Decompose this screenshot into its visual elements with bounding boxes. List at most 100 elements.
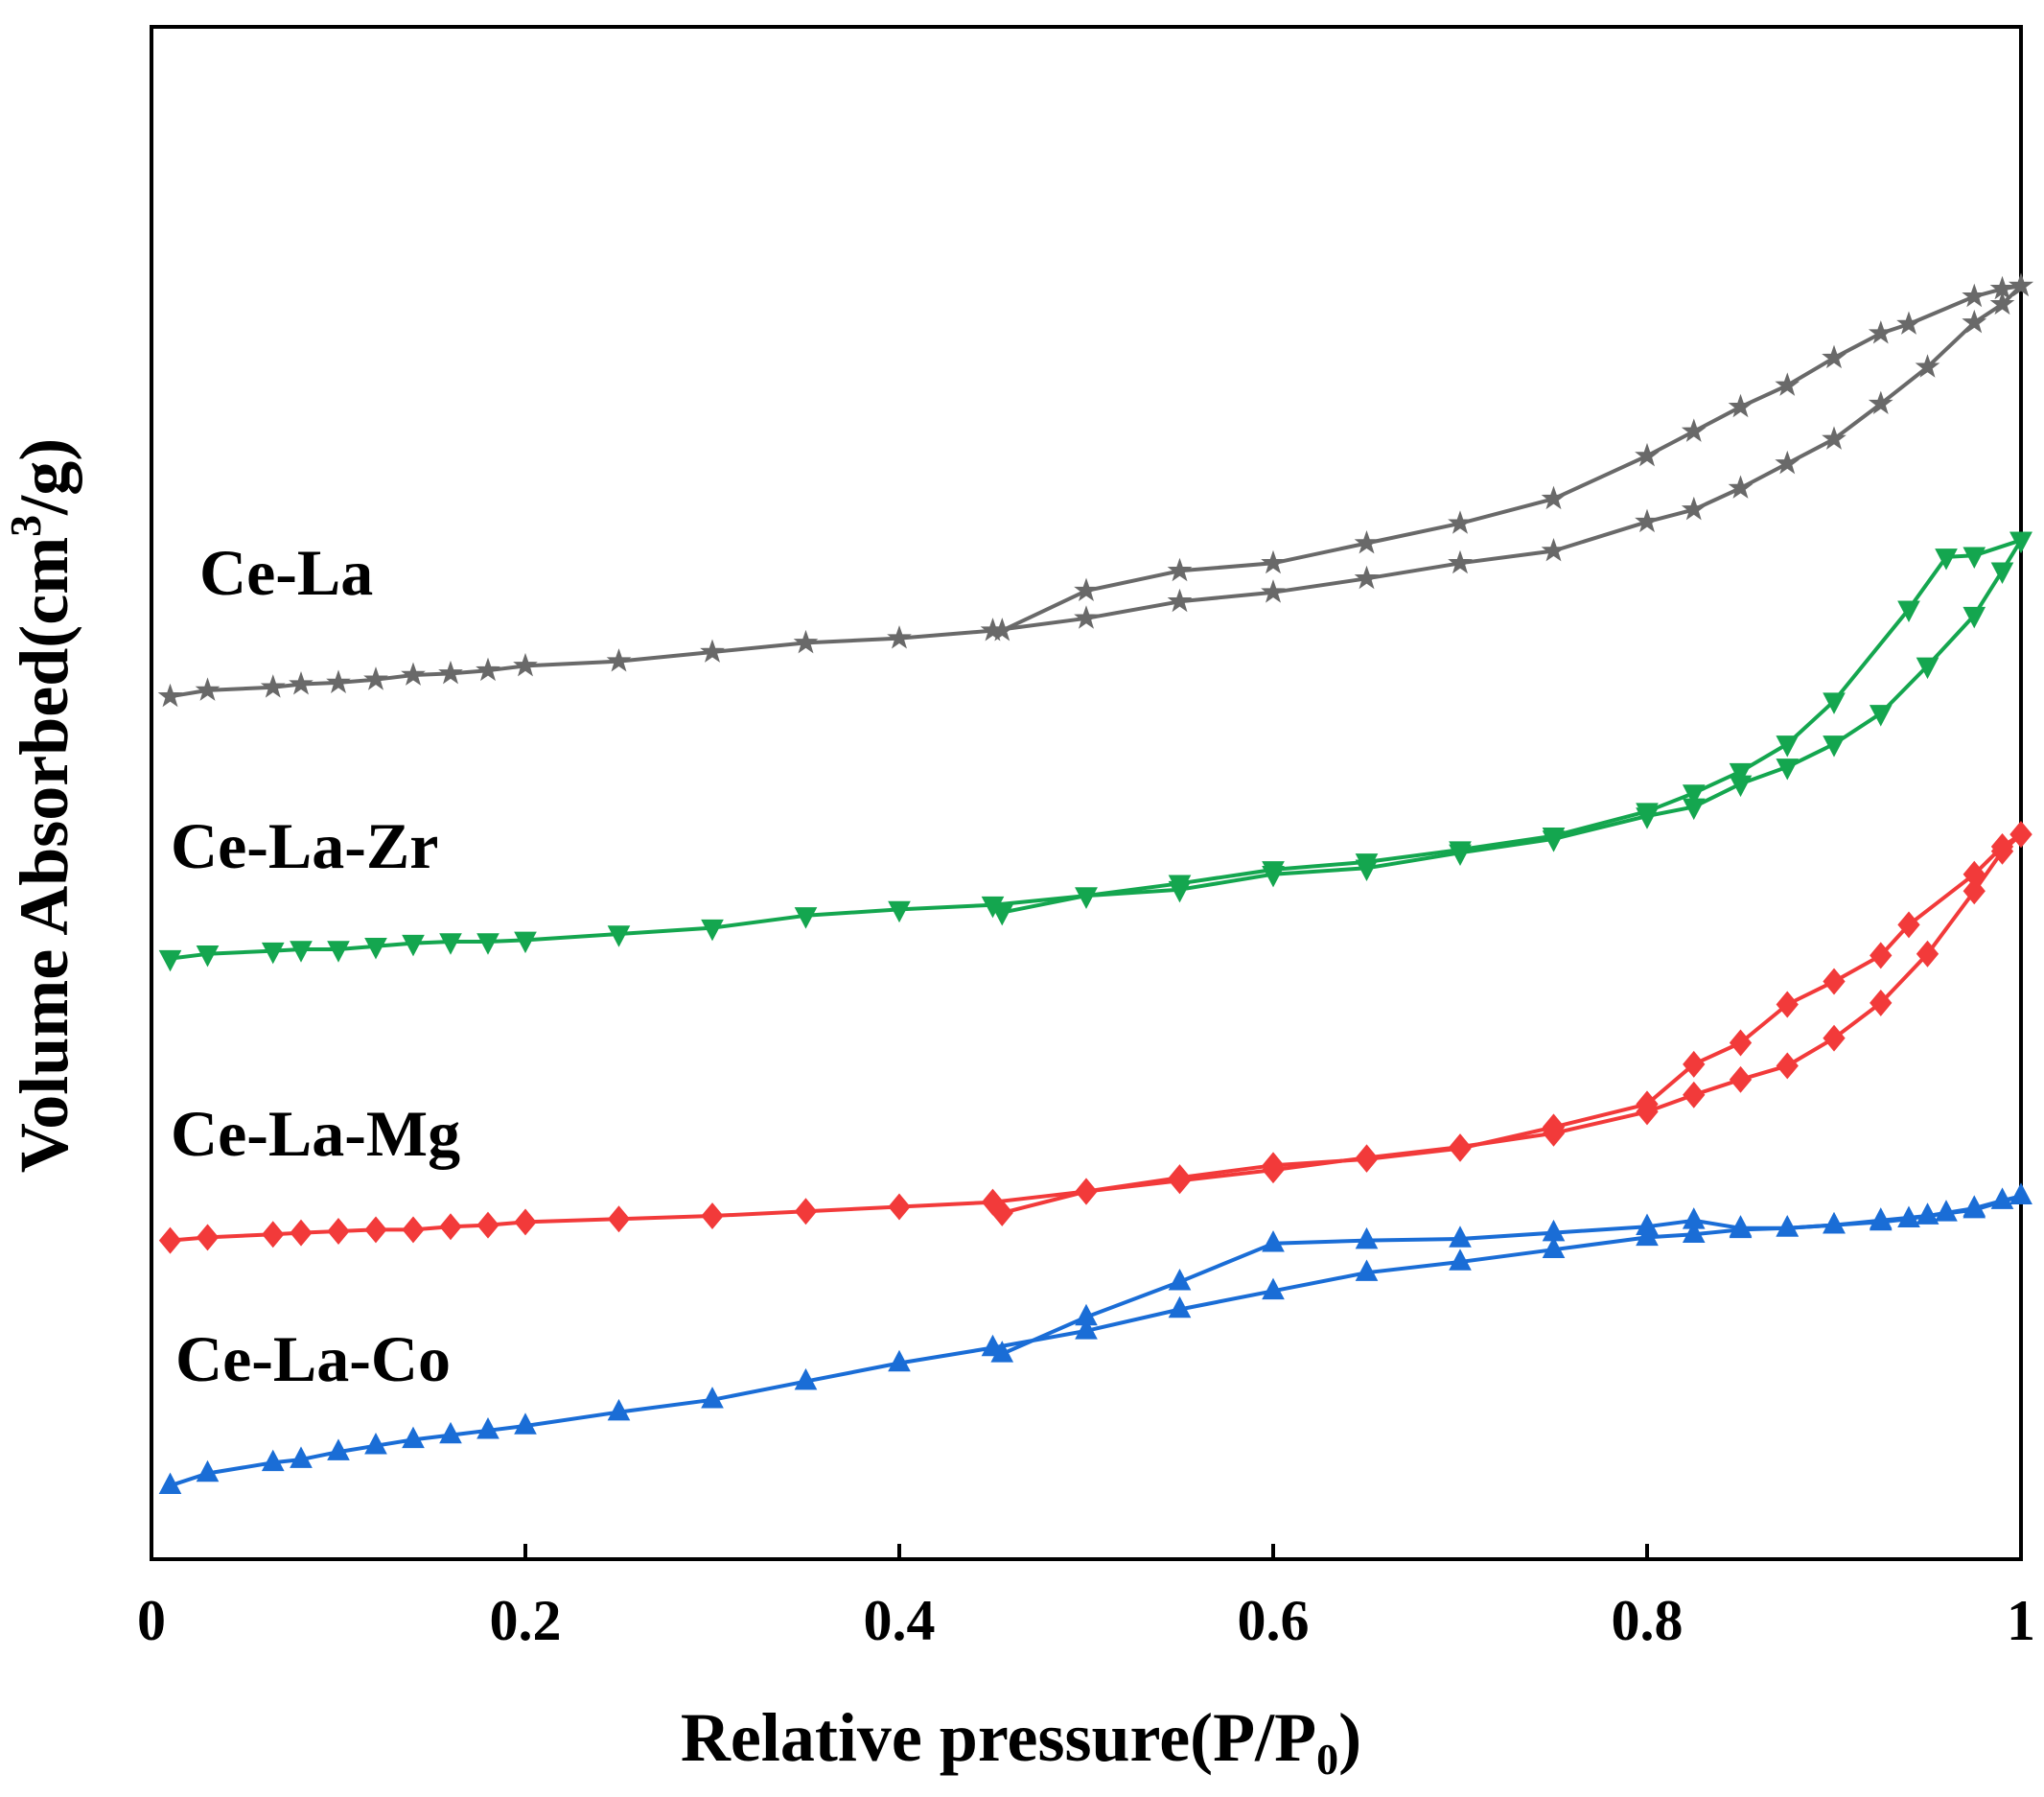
data-point-0-adsorption-0 [157,683,183,708]
data-point-3-desorption-6 [1729,1215,1753,1237]
y-axis-title-main: Volume Absorbed(cm [6,537,82,1173]
data-point-0-adsorption-26 [1868,390,1893,415]
data-point-0-desorption-0 [2009,272,2033,297]
data-point-3-adsorption-8 [476,1417,499,1439]
data-point-2-desorption-0 [2009,821,2032,849]
data-point-3-adsorption-0 [158,1472,182,1495]
data-point-0-desorption-14 [1167,557,1193,582]
data-point-2-desorption-6 [1776,991,1799,1018]
x-axis-title-main: Relative pressure(P/P [681,1699,1316,1776]
data-point-2-desorption-14 [1168,1164,1192,1192]
data-point-1-desorption-5 [1776,735,1800,758]
series-label-1: Ce-La-Zr [171,809,438,882]
data-point-0-adsorption-22 [1681,496,1707,521]
x-tick-label-5: 1 [2007,1589,2035,1652]
series-label-3: Ce-La-Co [175,1322,451,1395]
data-point-1-desorption-10 [1449,841,1472,863]
data-point-2-adsorption-6 [402,1216,425,1244]
data-point-1-adsorption-28 [1963,606,1986,629]
data-point-0-adsorption-7 [438,660,463,685]
data-point-0-desorption-5 [1822,344,1847,369]
data-point-0-adsorption-11 [700,639,725,663]
plot-frame [150,25,2023,1561]
data-point-2-adsorption-10 [607,1205,631,1233]
data-point-2-desorption-5 [1823,968,1846,995]
data-point-3-desorption-2 [1916,1202,1939,1225]
data-point-0-adsorption-8 [476,657,500,682]
data-point-1-desorption-12 [1262,861,1285,883]
data-point-0-desorption-12 [1354,529,1380,554]
data-point-0-desorption-16 [989,618,1015,642]
data-point-2-desorption-1 [1990,832,2014,860]
series-labels: Ce-La Ce-La-Zr Ce-La-Mg Ce-La-Co [171,536,460,1395]
data-point-0-adsorption-20 [1541,537,1567,562]
data-point-1-adsorption-9 [514,931,537,954]
data-point-1-desorption-11 [1355,853,1379,875]
data-point-3-adsorption-19 [1449,1249,1472,1271]
data-point-0-desorption-8 [1681,418,1707,442]
data-point-1-adsorption-0 [158,949,182,972]
data-point-2-desorption-3 [1897,911,1920,939]
data-point-3-adsorption-20 [1542,1236,1566,1258]
data-point-1-desorption-7 [1682,784,1706,806]
data-point-0-adsorption-21 [1635,508,1660,533]
data-point-3-desorption-14 [1075,1303,1098,1326]
data-point-0-adsorption-23 [1728,475,1754,499]
data-point-1-desorption-9 [1542,827,1566,850]
series-line-1-desorption [1001,538,2022,915]
data-point-1-adsorption-11 [701,919,724,942]
data-point-2-desorption-13 [1262,1152,1285,1179]
data-point-1-desorption-13 [1168,875,1192,898]
data-point-3-adsorption-18 [1355,1259,1379,1281]
data-point-3-desorption-5 [1776,1215,1800,1237]
data-point-1-adsorption-1 [196,945,220,968]
data-point-2-adsorption-3 [290,1219,313,1247]
data-point-2-adsorption-23 [1729,1065,1753,1093]
x-tick-label-1: 0.2 [490,1589,562,1652]
data-point-1-adsorption-4 [327,941,350,963]
data-point-3-adsorption-4 [327,1438,350,1460]
data-point-1-desorption-8 [1636,803,1659,825]
data-point-0-desorption-11 [1448,510,1473,534]
data-point-1-desorption-1 [1963,547,1986,570]
data-point-3-adsorption-9 [514,1412,537,1435]
data-point-0-adsorption-6 [401,662,426,686]
data-point-2-adsorption-1 [196,1224,220,1251]
data-point-0-desorption-7 [1728,393,1754,418]
data-point-1-desorption-3 [1897,600,1920,622]
data-point-2-adsorption-4 [327,1218,350,1246]
data-point-3-adsorption-2 [261,1449,285,1472]
data-point-0-adsorption-16 [1167,588,1193,613]
data-point-3-desorption-8 [1636,1213,1659,1235]
data-point-3-adsorption-12 [794,1367,818,1390]
data-point-3-desorption-12 [1262,1230,1285,1252]
data-point-0-adsorption-3 [289,670,314,695]
series-label-0: Ce-La [199,536,373,609]
data-point-2-adsorption-27 [1916,940,1939,968]
data-point-3-adsorption-11 [701,1387,724,1409]
data-point-2-desorption-10 [1542,1113,1566,1141]
data-point-0-adsorption-18 [1354,565,1380,590]
data-point-1-adsorption-25 [1823,735,1846,758]
data-point-3-desorption-1 [1963,1196,1986,1219]
data-point-1-desorption-2 [1935,548,1958,571]
data-point-3-desorption-13 [1168,1269,1192,1291]
data-point-3-adsorption-17 [1262,1277,1285,1300]
data-point-0-adsorption-28 [1962,309,1987,334]
data-point-1-desorption-15 [990,903,1014,926]
data-point-2-adsorption-13 [888,1193,911,1221]
data-point-2-adsorption-0 [158,1226,182,1254]
series-label-2: Ce-La-Mg [171,1097,460,1170]
data-point-0-adsorption-2 [260,674,286,698]
data-point-0-adsorption-17 [1261,579,1286,603]
data-point-3-adsorption-16 [1168,1295,1192,1319]
data-point-1-adsorption-10 [607,925,631,947]
data-point-3-desorption-15 [990,1341,1014,1363]
series-ce-la-co [158,1182,2032,1495]
data-point-0-adsorption-29 [1989,291,2015,315]
data-point-0-adsorption-27 [1915,354,1940,378]
data-point-1-desorption-0 [2009,531,2032,554]
data-point-3-adsorption-22 [1682,1221,1706,1243]
data-point-2-adsorption-22 [1683,1081,1706,1109]
data-point-0-desorption-15 [1074,577,1099,602]
